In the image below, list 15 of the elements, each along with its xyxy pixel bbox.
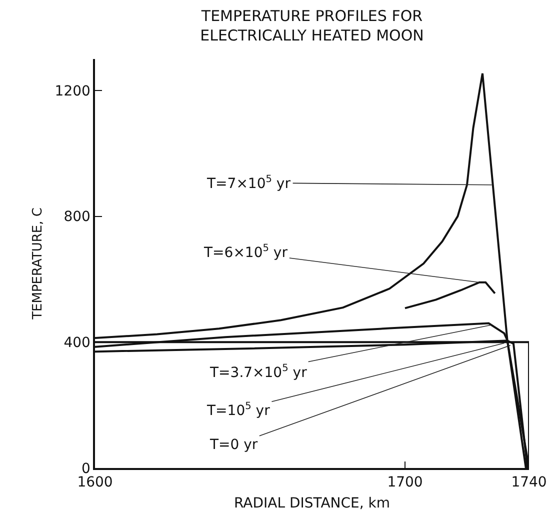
x-tick-label: 1740	[511, 474, 547, 491]
annotation: T=3.7×10$^{5}$ yr	[209, 363, 308, 381]
x-tick-label: 1600	[77, 474, 113, 491]
y-tick-label: 0	[82, 460, 90, 477]
y-tick-label: 400	[64, 335, 90, 352]
y-tick-label: 800	[64, 209, 90, 226]
y-axis-title: TEMPERATURE, C	[30, 208, 46, 320]
x-tick-label: 1700	[387, 474, 423, 491]
annotation: T=0 yr	[209, 437, 258, 453]
y-tick-label: 1200	[54, 83, 90, 100]
annotation: T=6×10$^{5}$ yr	[203, 243, 288, 261]
chart-title: TEMPERATURE PROFILES FOR ELECTRICALLY HEATED MOON	[200, 7, 424, 44]
annotation: T=10$^{5}$ yr	[206, 401, 270, 419]
annotation: T=7×10$^{5}$ yr	[206, 174, 291, 192]
x-axis-title: RADIAL DISTANCE, km	[234, 495, 390, 512]
